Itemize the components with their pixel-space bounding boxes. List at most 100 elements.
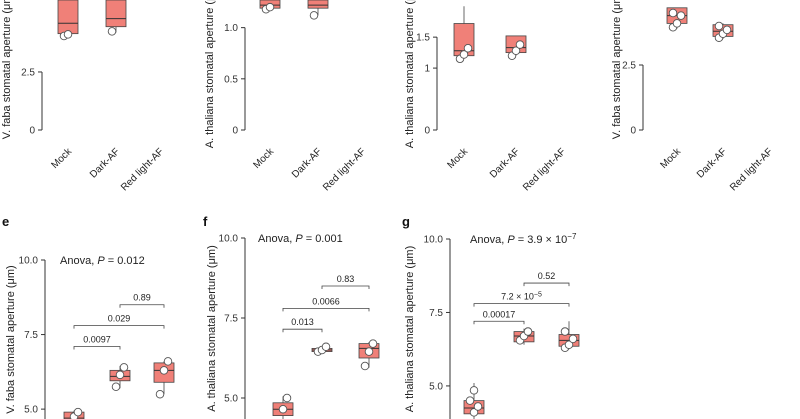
comparison-bracket	[119, 304, 165, 308]
category-label: Red light-AF	[119, 146, 166, 193]
y-tick-label: 5.0	[224, 394, 238, 405]
box-iqr	[105, 0, 127, 28]
box-iqr	[57, 0, 79, 35]
y-tick-label: 0	[424, 126, 430, 137]
data-point	[364, 347, 374, 356]
y-axis-label: A. thaliana stomatal aperture (μm)	[206, 245, 218, 412]
data-point	[111, 382, 121, 392]
y-tick-label: 1	[424, 64, 430, 75]
anova-exponent: −7	[567, 232, 577, 241]
box-iqr	[307, 0, 329, 9]
p-value-text: 0.0097	[83, 334, 111, 344]
y-axis-label: V. faba stomatal aperture (μm)	[5, 265, 17, 413]
y-tick-label: 10.0	[424, 235, 444, 246]
category-label: Mock	[658, 146, 683, 171]
anova-p-symbol: P	[295, 233, 303, 245]
data-point	[515, 40, 525, 49]
category-label: Mock	[49, 146, 74, 171]
p-value-text: 0.89	[133, 293, 151, 303]
data-point	[469, 386, 479, 395]
category-label: Dark-AF	[88, 146, 122, 180]
data-point	[676, 11, 686, 20]
comparison-p-value: 0.0097	[83, 334, 111, 344]
data-point	[360, 361, 370, 371]
category-label: Dark-AF	[290, 146, 324, 180]
anova-label: Anova, P = 0.001	[258, 233, 343, 245]
comparison-bracket	[473, 303, 570, 307]
category-label: Red light-AF	[728, 146, 775, 193]
comparison-bracket	[473, 320, 525, 325]
panel-letter-e: e	[2, 214, 9, 229]
category-label: Mock	[445, 146, 470, 171]
p-value-text: 0.52	[538, 271, 556, 281]
y-tick-label: 7.5	[24, 330, 38, 341]
data-point	[714, 21, 724, 31]
comparison-p-value: 7.2 × 10−5	[501, 292, 542, 302]
panel-letter-g: g	[402, 214, 410, 229]
data-point	[278, 404, 288, 414]
data-point	[368, 339, 378, 348]
data-point	[463, 44, 473, 53]
comparison-p-value: 0.013	[291, 317, 314, 327]
data-point	[511, 46, 521, 56]
data-point	[668, 8, 678, 18]
data-point	[465, 396, 475, 405]
anova-label: Anova, P = 3.9 × 10−7	[470, 232, 577, 246]
data-point	[459, 50, 469, 59]
data-point	[265, 2, 275, 12]
data-point	[163, 357, 173, 366]
comparison-p-value: 0.00017	[483, 309, 516, 319]
data-point	[523, 327, 533, 336]
y-tick-label: 2.5	[622, 61, 636, 72]
comparison-p-value: 0.89	[133, 293, 151, 303]
category-label: Red light-AF	[521, 146, 568, 193]
y-axis-label: A. thaliana stomatal aperture (μm)	[404, 0, 416, 148]
y-tick-label: 7.5	[224, 314, 238, 325]
comparison-bracket	[73, 346, 121, 350]
comparison-p-value: 0.029	[108, 314, 131, 324]
data-point	[282, 393, 292, 403]
comparison-bracket	[523, 282, 570, 287]
data-point	[564, 340, 574, 350]
data-point	[107, 27, 117, 36]
data-point	[473, 402, 483, 411]
data-point	[73, 407, 83, 417]
data-point	[672, 19, 682, 28]
comparison-bracket	[282, 308, 370, 312]
panel-letter-f: f	[203, 214, 208, 229]
anova-prefix: Anova,	[258, 233, 295, 245]
p-value-text: 0.0066	[312, 296, 340, 306]
comparison-p-value: 0.52	[538, 271, 556, 281]
y-tick-label: 0.5	[224, 74, 238, 85]
y-tick-label: 2.5	[21, 67, 35, 78]
anova-value: = 0.001	[303, 233, 343, 245]
category-label: Mock	[251, 146, 276, 171]
y-axis-label: V. faba stomatal aperture (μm)	[1, 0, 13, 139]
data-point	[560, 327, 570, 336]
y-tick-label: 1.0	[224, 23, 238, 34]
anova-prefix: Anova,	[470, 234, 507, 246]
anova-prefix: Anova,	[60, 255, 97, 267]
y-tick-label: 0	[29, 126, 35, 137]
p-value-text: 0.013	[291, 317, 314, 327]
comparison-bracket	[282, 328, 323, 333]
data-point	[115, 370, 125, 380]
y-tick-label: 5.0	[24, 405, 38, 416]
data-point	[568, 334, 578, 344]
category-label: Dark-AF	[695, 146, 729, 180]
category-label: Dark-AF	[488, 146, 522, 180]
data-point	[119, 363, 129, 372]
category-label: Red light-AF	[321, 146, 368, 193]
y-tick-label: 7.5	[429, 308, 443, 319]
data-point	[309, 11, 319, 20]
y-tick-label: 1.5	[416, 33, 430, 44]
data-point	[155, 389, 165, 399]
y-tick-label: 0	[630, 126, 636, 137]
data-point	[159, 366, 169, 375]
anova-value: = 3.9 × 10	[515, 234, 568, 246]
p-value-text: 0.83	[337, 274, 355, 284]
y-tick-label: 5.0	[429, 381, 443, 392]
y-tick-label: 10.0	[19, 256, 39, 267]
y-axis-label: A. thaliana stomatal aperture (μm)	[204, 0, 216, 148]
